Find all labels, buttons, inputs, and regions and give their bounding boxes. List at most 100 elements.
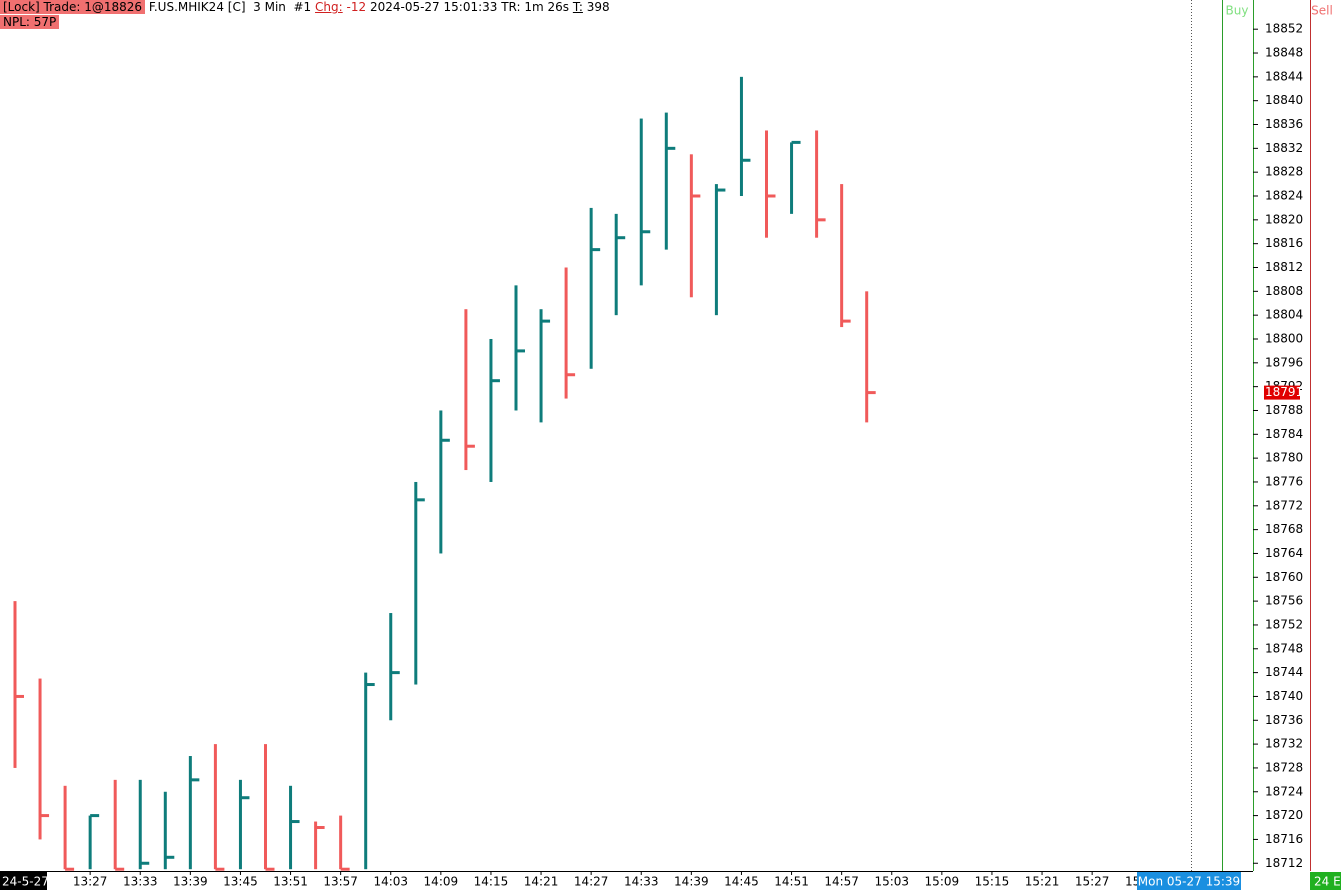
bar-range	[138, 779, 142, 870]
x-tick-label: 14:57	[824, 875, 859, 889]
x-tick-label: 14:09	[424, 875, 459, 889]
bar-close	[716, 188, 726, 192]
bar-range	[439, 410, 443, 554]
y-tick-label: 18752	[1265, 617, 1303, 631]
bar-range	[88, 815, 92, 870]
x-tick-label: 14:03	[373, 875, 408, 889]
y-tick-label: 18716	[1265, 832, 1303, 846]
bar-close	[591, 248, 601, 252]
bar-close	[440, 438, 450, 442]
bar-range	[238, 779, 242, 870]
bar-close	[866, 391, 876, 395]
bar-range	[414, 481, 418, 685]
x-tick-label: 13:39	[173, 875, 208, 889]
bar-range	[589, 207, 593, 369]
y-tick-label: 18852	[1265, 22, 1303, 36]
y-tick-label: 18824	[1265, 189, 1303, 203]
bar-close	[315, 826, 325, 830]
bar-range	[765, 130, 768, 238]
bar-close	[115, 867, 125, 871]
y-tick-label: 18768	[1265, 522, 1303, 536]
status: 2024-05-27 15:01:33 TR: 1m 26s	[369, 0, 570, 14]
y-tick-label: 18828	[1265, 165, 1303, 179]
corner-label: 24 E	[1314, 875, 1341, 889]
bar-range	[739, 76, 743, 197]
bar-range	[389, 613, 393, 721]
y-tick-label: 18816	[1265, 236, 1303, 250]
y-tick-label: 18736	[1265, 713, 1303, 727]
bar-close	[541, 319, 551, 323]
bar-close	[816, 218, 826, 222]
bar-range	[339, 815, 343, 870]
x-tick-label: 13:57	[323, 875, 358, 889]
lock-label: [Lock] Trade: 1@18826	[0, 0, 146, 14]
symbol: F.US.MHIK24 [C] 3 Min #1	[148, 0, 312, 14]
bar-range	[840, 184, 844, 328]
bar-close	[490, 379, 500, 383]
x-tick-label: 13:33	[123, 875, 158, 889]
x-tick-label: 15:03	[874, 875, 909, 889]
y-tick-label: 18712	[1265, 856, 1303, 870]
y-tick-label: 18812	[1265, 260, 1303, 274]
bar-close	[140, 861, 150, 865]
y-tick-label: 18844	[1265, 69, 1303, 83]
y-tick-label: 18756	[1265, 594, 1303, 608]
date-box	[0, 872, 47, 890]
bar-range	[364, 672, 368, 870]
bar-range	[714, 184, 718, 316]
bar-close	[841, 319, 851, 323]
bar-range	[13, 601, 17, 768]
y-tick-label: 18724	[1265, 784, 1303, 798]
bar-close	[390, 671, 400, 675]
corner-box	[1310, 872, 1341, 890]
bar-close	[516, 349, 525, 353]
bar-range	[38, 678, 42, 840]
bar-close	[691, 194, 701, 198]
y-tick-label: 18748	[1265, 641, 1303, 655]
last-price-box	[1264, 385, 1300, 400]
x-tick-label: 14:45	[724, 875, 759, 889]
bar-close	[741, 158, 751, 162]
bar-close	[90, 814, 100, 818]
bar-range	[639, 118, 643, 286]
x-tick-label: 13:45	[223, 875, 258, 889]
bar-close	[15, 694, 24, 698]
bar-range	[564, 267, 568, 399]
bar-range	[314, 821, 318, 870]
bar-range	[63, 785, 67, 870]
bar-close	[265, 867, 275, 871]
y-tick-label: 18780	[1265, 451, 1303, 465]
y-tick-label: 18800	[1265, 331, 1303, 345]
cursor-time-box	[1137, 872, 1241, 890]
x-tick-label: 15:21	[1025, 875, 1060, 889]
bar-close	[65, 867, 75, 871]
y-tick-label: 18772	[1265, 498, 1303, 512]
bar-close	[190, 778, 200, 782]
bar-close	[340, 867, 350, 871]
bar-range	[163, 791, 167, 870]
bar-close	[641, 230, 651, 234]
t-label: T:	[572, 0, 583, 14]
y-tick-label: 18832	[1265, 141, 1303, 155]
bar-range	[514, 285, 518, 411]
y-tick-label: 18732	[1265, 737, 1303, 751]
t-value: 398	[586, 0, 610, 14]
y-tick-label: 18840	[1265, 93, 1303, 107]
bar-close	[290, 820, 300, 824]
x-tick-label: 14:39	[674, 875, 709, 889]
x-tick-label: 13:51	[273, 875, 308, 889]
bar-close	[791, 140, 801, 144]
x-tick-label: 13:27	[73, 875, 108, 889]
bar-close	[415, 498, 425, 502]
y-tick-label: 18764	[1265, 546, 1303, 560]
bar-range	[113, 779, 117, 870]
bar-range	[213, 744, 217, 870]
x-tick-label: 14:51	[774, 875, 809, 889]
y-tick-label: 18740	[1265, 689, 1303, 703]
bar-range	[614, 213, 618, 316]
bar-range	[264, 744, 267, 870]
x-tick-label: 14:21	[524, 875, 559, 889]
x-tick-label: 14:15	[474, 875, 509, 889]
